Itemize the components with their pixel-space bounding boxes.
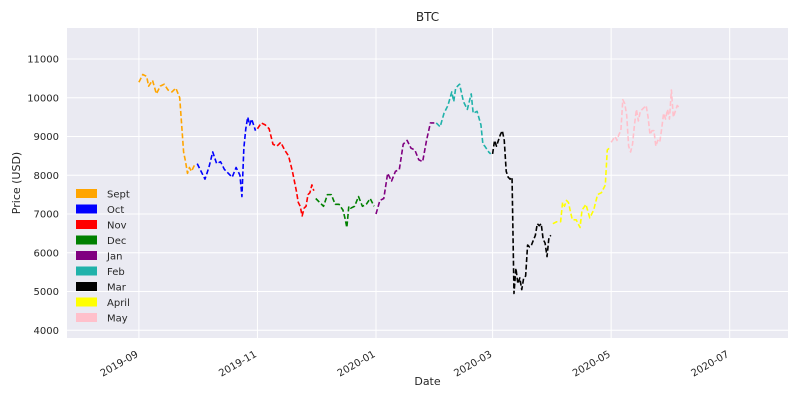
y-axis-ticks: 4000 5000 6000 7000 8000 9000 10000 11000 xyxy=(27,55,59,337)
legend-label-oct: Oct xyxy=(107,205,124,216)
x-tick-label: 2020-07 xyxy=(690,349,732,379)
legend-swatch-nov xyxy=(76,220,97,229)
legend-label-dec: Dec xyxy=(107,236,126,247)
y-tick-label: 10000 xyxy=(27,93,59,104)
y-axis-label: Price (USD) xyxy=(10,152,23,214)
series-line-sept xyxy=(138,73,196,175)
y-tick-label: 9000 xyxy=(34,132,59,143)
legend-label-may: May xyxy=(107,314,128,325)
legend-swatch-oct xyxy=(76,204,97,214)
legend-label-april: April xyxy=(107,298,130,309)
x-axis-label: Date xyxy=(414,375,441,388)
legend-swatch-mar xyxy=(76,282,97,291)
legend-swatch-jan xyxy=(76,251,97,260)
legend-label-nov: Nov xyxy=(107,221,127,232)
y-tick-label: 5000 xyxy=(34,287,59,298)
x-tick-label: 2020-05 xyxy=(571,349,613,379)
legend: Sept Oct Nov Dec Jan Feb Mar April May xyxy=(76,189,130,325)
series-line-feb xyxy=(435,83,492,155)
y-tick-label: 8000 xyxy=(34,171,59,182)
series-line-mar xyxy=(491,129,552,295)
x-tick-label: 2019-09 xyxy=(99,349,141,379)
y-tick-label: 7000 xyxy=(34,210,59,221)
y-tick-label: 6000 xyxy=(34,248,59,259)
series-line-dec xyxy=(315,193,375,229)
series-line-may xyxy=(610,89,680,153)
legend-swatch-sept xyxy=(76,189,97,198)
series-line-nov xyxy=(256,122,315,217)
legend-label-sept: Sept xyxy=(107,190,130,201)
legend-label-jan: Jan xyxy=(106,252,122,263)
plot-area xyxy=(67,28,788,338)
chart-title: BTC xyxy=(416,10,439,24)
x-tick-label: 2020-01 xyxy=(336,349,378,379)
series-group xyxy=(138,73,680,295)
legend-label-feb: Feb xyxy=(107,267,125,278)
y-tick-label: 11000 xyxy=(27,55,59,66)
x-tick-label: 2019-11 xyxy=(217,349,259,379)
series-line-april xyxy=(552,147,610,229)
y-tick-label: 4000 xyxy=(34,326,59,337)
x-tick-label: 2020-03 xyxy=(452,349,494,379)
legend-swatch-feb xyxy=(76,266,97,276)
grid xyxy=(67,28,788,338)
legend-swatch-dec xyxy=(76,235,97,245)
legend-label-mar: Mar xyxy=(107,283,127,294)
legend-swatch-may xyxy=(76,313,97,322)
legend-swatch-april xyxy=(76,297,97,307)
series-line-jan xyxy=(375,122,435,215)
